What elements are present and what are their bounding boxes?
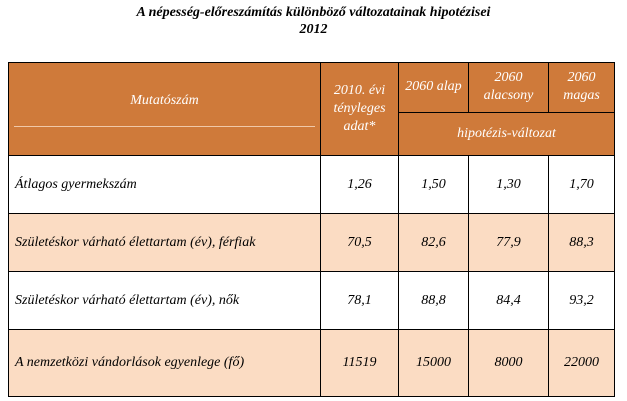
hypotheses-table: Mutatószám 2010. évi tényleges adat* 206… — [8, 62, 615, 397]
cell-base: 15000 — [398, 329, 469, 397]
header-low: 2060 alacsony — [468, 62, 549, 113]
cell-base: 1,50 — [398, 155, 469, 214]
cell-base: 82,6 — [398, 213, 469, 272]
row-label: Születéskor várható élettartam (év), fér… — [8, 213, 321, 272]
header-indicator: Mutatószám — [8, 62, 321, 156]
table-row: A nemzetközi vándorlások egyenlege (fő) … — [8, 329, 615, 397]
row-label: Születéskor várható élettartam (év), nők — [8, 271, 321, 330]
header-actual: 2010. évi tényleges adat* — [320, 62, 399, 156]
header-group: hipotézis-változat — [398, 111, 615, 157]
table-row: Születéskor várható élettartam (év), fér… — [8, 213, 615, 272]
table-row: Átlagos gyermekszám 1,26 1,50 1,30 1,70 — [8, 155, 615, 214]
header-indicator-label: Mutatószám — [130, 93, 199, 108]
cell-low: 8000 — [468, 329, 549, 397]
cell-actual: 1,26 — [320, 155, 399, 214]
cell-high: 1,70 — [548, 155, 615, 214]
cell-actual: 70,5 — [320, 213, 399, 272]
cell-high: 93,2 — [548, 271, 615, 330]
cell-actual: 11519 — [320, 329, 399, 397]
cell-low: 77,9 — [468, 213, 549, 272]
table-year: 2012 — [299, 22, 328, 37]
cell-base: 88,8 — [398, 271, 469, 330]
header-high: 2060 magas — [548, 62, 615, 113]
row-label: A nemzetközi vándorlások egyenlege (fő) — [8, 329, 321, 397]
cell-high: 88,3 — [548, 213, 615, 272]
cell-actual: 78,1 — [320, 271, 399, 330]
header-base: 2060 alap — [398, 62, 469, 113]
cell-low: 84,4 — [468, 271, 549, 330]
cell-high: 22000 — [548, 329, 615, 397]
table-title: A népesség-előreszámítás különböző válto… — [136, 5, 491, 20]
row-label: Átlagos gyermekszám — [8, 155, 321, 214]
table-row: Születéskor várható élettartam (év), nők… — [8, 271, 615, 330]
cell-low: 1,30 — [468, 155, 549, 214]
header-underline — [14, 126, 315, 127]
